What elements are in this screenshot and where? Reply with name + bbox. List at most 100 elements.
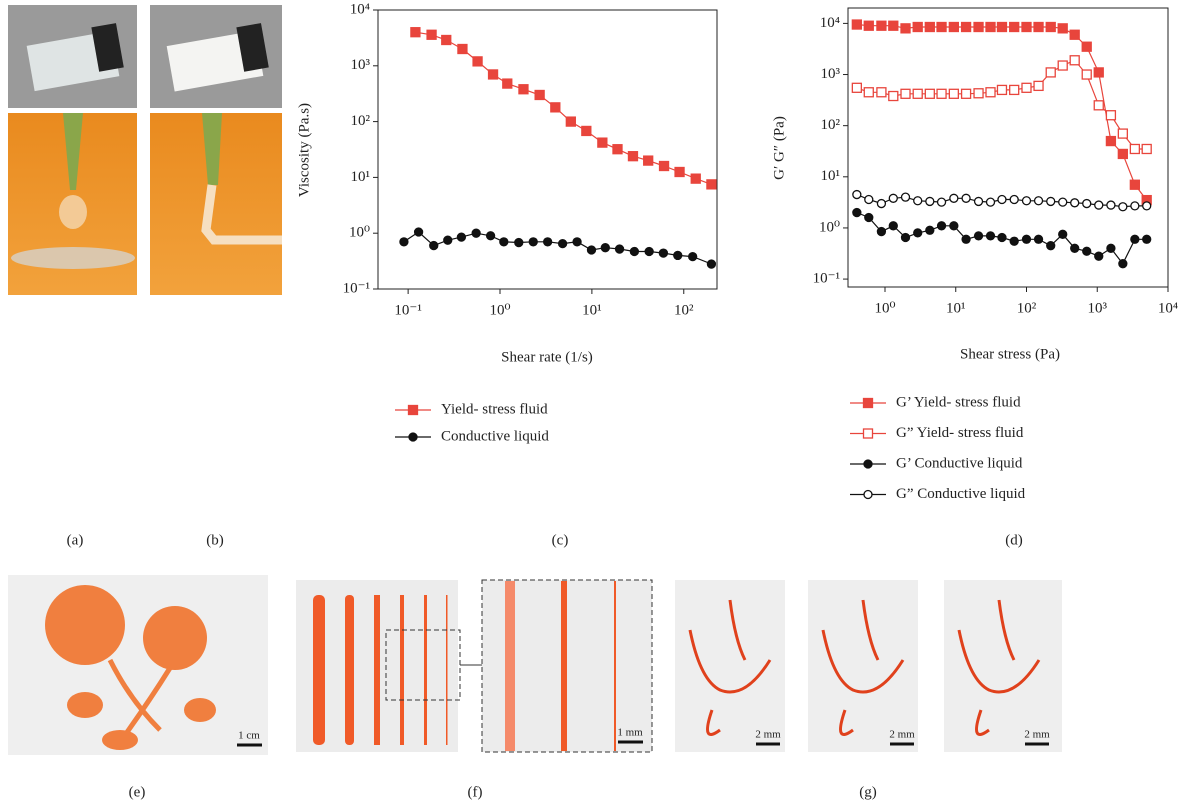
marker [1046,196,1056,207]
marker [629,246,640,257]
marker [997,232,1007,243]
x-tick-label: 10⁰ [489,302,510,318]
marker [997,194,1007,205]
panel-label: (e) [129,784,146,800]
panel-label: (d) [1005,532,1023,548]
marker [1081,41,1092,52]
marker [1069,29,1080,40]
marker [1069,55,1080,66]
marker [1130,201,1140,211]
marker [1081,69,1092,80]
x-tick-label: 10² [674,302,694,318]
marker [1094,200,1104,210]
marker [565,116,576,127]
marker [1117,128,1128,139]
marker [1057,60,1068,71]
x-tick-label: 10² [1017,300,1037,316]
marker [1141,143,1152,155]
marker [913,196,923,206]
marker [600,243,610,253]
marker [499,237,509,247]
marker [1082,198,1092,209]
legend-label: Conductive liquid [441,428,549,444]
marker [487,69,499,80]
marker [658,248,669,258]
marker [936,21,947,33]
photo-b [150,5,282,295]
y-tick-label: 10² [821,117,841,133]
marker [949,221,959,231]
marker [900,192,911,202]
marker [586,245,597,255]
marker [948,88,959,99]
y-tick-label: 10³ [821,66,841,82]
marker [961,234,971,244]
x-tick-label: 10⁴ [1158,300,1178,316]
legend-label: G’ Yield- stress fluid [896,394,1021,410]
marker [614,244,625,254]
marker [485,231,496,241]
marker [985,197,996,207]
marker [876,20,887,31]
marker [644,246,654,257]
marker [949,193,959,203]
panel-label: (f) [468,784,483,800]
marker [441,34,452,46]
legend-marker [863,459,873,469]
marker [888,221,898,231]
marker [876,226,887,237]
marker [864,194,874,205]
series-line [403,231,712,265]
plot-frame [377,9,718,290]
marker [706,179,717,190]
marker [1142,234,1152,244]
marker [888,90,899,102]
marker [1129,143,1141,155]
marker [960,21,972,33]
photo-a [8,5,137,295]
marker [900,232,911,243]
y-axis-label: G′ G″ (Pa) [771,116,787,180]
legend-label: G” Yield- stress fluid [896,425,1024,441]
y-tick-label: 10⁻¹ [813,271,840,287]
marker [888,193,898,203]
marker [1058,197,1068,207]
marker [550,102,561,113]
marker [1105,110,1117,121]
y-tick-label: 10¹ [821,168,841,184]
marker [456,232,467,242]
marker [851,19,862,30]
y-tick-label: 10² [351,113,371,129]
marker [643,155,654,166]
legend-marker [862,428,874,439]
marker [1093,67,1104,78]
scale-bar-label: 1 cm [238,730,260,742]
marker [960,88,972,99]
marker [1009,194,1019,205]
panel-label: (a) [67,532,84,548]
marker [413,227,424,237]
scale-bar-label: 1 mm [617,727,643,739]
marker [688,251,698,262]
marker [863,20,874,31]
marker [888,20,899,31]
marker [597,137,608,148]
marker [1117,148,1128,160]
marker [1033,234,1044,244]
y-axis-label: Viscosity (Pa.s) [296,103,312,197]
marker [973,21,984,33]
marker [471,228,481,238]
marker [528,237,538,247]
marker [1082,246,1092,256]
marker [851,82,862,93]
marker [1033,196,1044,206]
marker [457,43,468,55]
marker [1045,67,1056,78]
marker [690,173,701,184]
marker [936,197,947,207]
marker [925,196,935,207]
marker [900,23,911,34]
photo-f [296,579,653,753]
marker [1033,21,1044,33]
